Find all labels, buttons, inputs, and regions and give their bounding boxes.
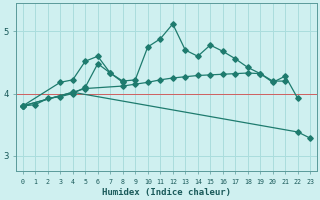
X-axis label: Humidex (Indice chaleur): Humidex (Indice chaleur) — [102, 188, 231, 197]
